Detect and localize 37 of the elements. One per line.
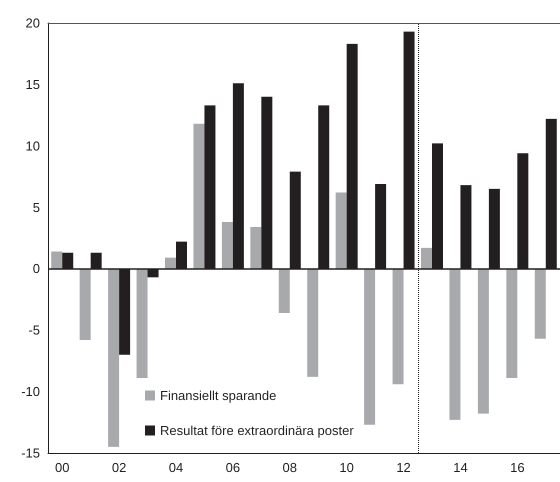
- x-tick-label: 06: [226, 460, 240, 475]
- bar: [193, 124, 204, 269]
- x-tick-label: 00: [54, 460, 70, 475]
- bar: [364, 268, 376, 425]
- x-tick-label: 10: [339, 460, 354, 475]
- x-tick-label: 16: [510, 460, 525, 475]
- bar: [165, 258, 176, 269]
- bar: [51, 252, 62, 269]
- y-tick-label: 0: [32, 261, 40, 276]
- bar: [478, 268, 489, 414]
- bar: [250, 226, 262, 269]
- x-tick-label: 02: [112, 460, 126, 475]
- bar: [307, 268, 318, 377]
- bar: [336, 192, 347, 269]
- legend-label: Finansiellt sparande: [160, 388, 276, 403]
- y-tick-label: -5: [28, 322, 40, 338]
- bar: [80, 268, 91, 340]
- y-tick-label: 15: [26, 76, 40, 92]
- bar: [278, 268, 290, 313]
- bar: [392, 268, 404, 384]
- bar: [449, 268, 460, 420]
- y-tick-label: 20: [26, 16, 40, 30]
- bar: [108, 268, 120, 447]
- bar: [222, 222, 233, 269]
- bar: [506, 268, 518, 378]
- x-tick-label: 12: [396, 460, 411, 475]
- y-tick-label: 10: [26, 138, 40, 154]
- bar: [534, 268, 546, 339]
- bar: [421, 248, 432, 269]
- x-tick-label: 04: [168, 460, 184, 475]
- y-tick-label: -10: [21, 384, 40, 400]
- bar: [136, 268, 148, 378]
- y-tick-label: 5: [32, 200, 40, 215]
- y-tick-label: -15: [21, 446, 40, 460]
- x-tick-label: 14: [453, 460, 468, 475]
- legend-label: Resultat före extraordinära poster: [160, 423, 354, 438]
- x-tick-label: 08: [282, 460, 298, 475]
